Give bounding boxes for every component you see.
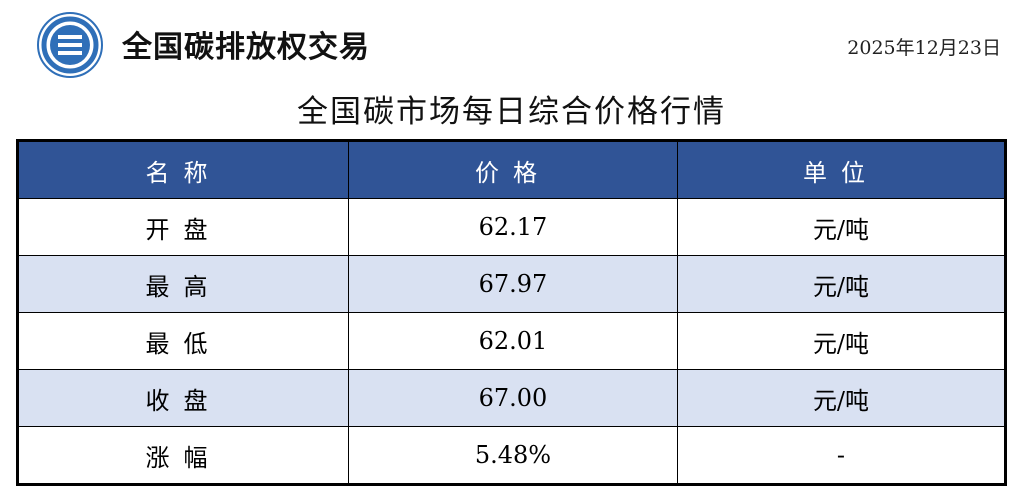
row-name: 最低 [17, 312, 349, 370]
row-unit: 元/吨 [676, 312, 1007, 370]
row-unit: 元/吨 [676, 255, 1007, 313]
column-header-unit: 单位 [676, 140, 1007, 199]
row-name: 涨幅 [17, 426, 349, 485]
table-header-row: 名称 价格 单位 [17, 140, 1007, 199]
row-unit: 元/吨 [676, 369, 1007, 427]
row-price: 62.01 [347, 312, 678, 370]
row-price: 67.00 [347, 369, 678, 427]
row-unit: - [676, 426, 1007, 485]
table-row: 涨幅 5.48% - [17, 426, 1007, 485]
row-name: 收盘 [17, 369, 349, 427]
exchange-logo-icon [37, 12, 103, 78]
report-date: 2025年12月23日 [847, 37, 1001, 59]
table-row: 收盘 67.00 元/吨 [17, 369, 1007, 427]
row-name: 最高 [17, 255, 349, 313]
page-title: 全国碳市场每日综合价格行情 [297, 94, 726, 130]
row-unit: 元/吨 [676, 198, 1007, 256]
table-row: 最高 67.97 元/吨 [17, 255, 1007, 313]
price-table: 名称 价格 单位 开盘 62.17 元/吨 最高 67.97 元/吨 最低 62.01 元/… [16, 139, 1007, 486]
brand-name: 全国碳排放权交易 [122, 30, 370, 65]
column-header-price: 价格 [347, 140, 678, 199]
row-price: 5.48% [347, 426, 678, 485]
table-row: 最低 62.01 元/吨 [17, 312, 1007, 370]
column-header-name: 名称 [17, 140, 349, 199]
row-price: 67.97 [347, 255, 678, 313]
table-row: 开盘 62.17 元/吨 [17, 198, 1007, 256]
row-price: 62.17 [347, 198, 678, 256]
row-name: 开盘 [17, 198, 349, 256]
